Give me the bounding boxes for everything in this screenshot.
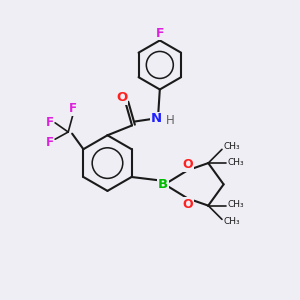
Text: F: F xyxy=(156,27,164,40)
Text: CH₃: CH₃ xyxy=(224,218,240,226)
Text: CH₃: CH₃ xyxy=(228,158,244,166)
Text: O: O xyxy=(116,91,127,104)
Text: CH₃: CH₃ xyxy=(224,142,240,151)
Text: O: O xyxy=(182,158,193,171)
Text: CH₃: CH₃ xyxy=(228,200,244,209)
Text: N: N xyxy=(151,112,162,125)
Text: O: O xyxy=(182,198,193,211)
Text: F: F xyxy=(69,102,77,115)
Text: F: F xyxy=(46,136,54,149)
Text: F: F xyxy=(46,116,54,129)
Text: H: H xyxy=(166,114,175,127)
Text: B: B xyxy=(158,178,168,191)
